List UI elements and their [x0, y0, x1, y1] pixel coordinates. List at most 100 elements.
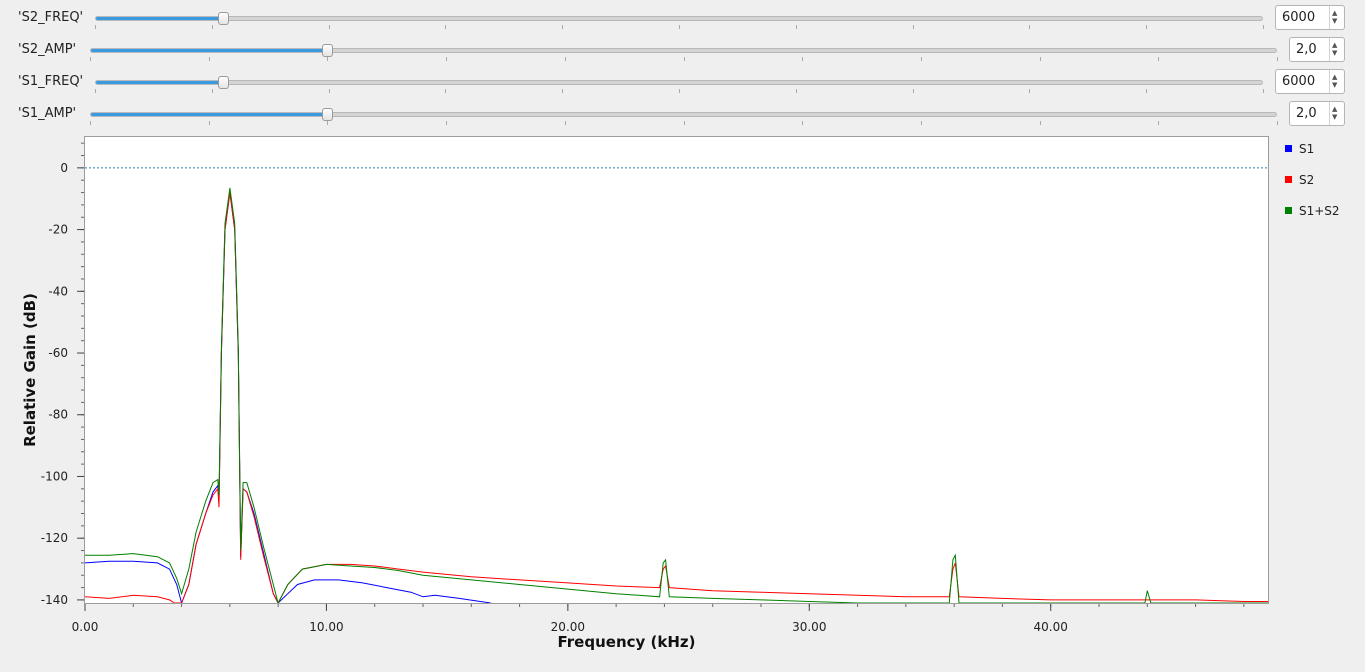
slider-handle[interactable] [218, 76, 230, 89]
slider-tick [1277, 57, 1278, 61]
slider-tick [679, 89, 680, 93]
slider-tick [446, 121, 447, 125]
legend-label: S2 [1299, 173, 1315, 187]
slider-fill [96, 17, 225, 20]
legend-label: S1+S2 [1299, 204, 1340, 218]
frequency-plot[interactable] [84, 136, 1269, 604]
spin-up-arrow-icon[interactable]: ▲ [1332, 41, 1338, 49]
slider-tick [684, 57, 685, 61]
spin-down-arrow-icon[interactable]: ▼ [1332, 113, 1338, 121]
slider-tick [90, 121, 91, 125]
legend-swatch [1285, 176, 1292, 183]
spin-value[interactable]: 2,0 [1296, 106, 1317, 121]
slider-tick [212, 25, 213, 29]
spin-up-arrow-icon[interactable]: ▲ [1332, 9, 1338, 17]
slider-tick [1158, 121, 1159, 125]
spin-buttons[interactable]: ▲ ▼ [1329, 70, 1344, 93]
y-tick-label: -80 [48, 408, 68, 422]
series-line-s1 [85, 192, 491, 603]
slider-track[interactable] [95, 12, 1263, 25]
slider-tick [329, 25, 330, 29]
x-axis-title: Frequency (kHz) [558, 633, 696, 651]
slider-tick [445, 89, 446, 93]
slider-row-s1-amp: 'S1_AMP' 2,0 ▲ ▼ [0, 99, 1365, 129]
legend-item-s2: S2 [1285, 172, 1365, 188]
slider-label: 'S1_AMP' [18, 106, 77, 121]
y-tick-label: 0 [60, 161, 68, 175]
spin-buttons[interactable]: ▲ ▼ [1329, 38, 1344, 61]
slider-tick [95, 25, 96, 29]
x-tick-label: 40.00 [1034, 620, 1068, 634]
slider-fill [96, 81, 225, 84]
slider-tick [796, 25, 797, 29]
slider-tick [327, 57, 328, 61]
spin-value[interactable]: 6000 [1282, 10, 1316, 25]
slider-label: 'S2_FREQ' [18, 10, 84, 25]
slider-tick [802, 57, 803, 61]
slider-tick [1158, 57, 1159, 61]
slider-tick [329, 89, 330, 93]
slider-handle[interactable] [218, 12, 230, 25]
y-tick-label: -20 [48, 223, 68, 237]
slider-row-s2-amp: 'S2_AMP' 2,0 ▲ ▼ [0, 35, 1365, 65]
slider-tick [565, 57, 566, 61]
spin-up-arrow-icon[interactable]: ▲ [1332, 73, 1338, 81]
x-tick-label: 30.00 [792, 620, 826, 634]
y-tick-label: -40 [48, 284, 68, 298]
slider-handle[interactable] [322, 108, 333, 121]
series-line-s1-plus-s2 [85, 187, 1268, 603]
slider-tick [1040, 57, 1041, 61]
slider-tick [913, 25, 914, 29]
spin-box[interactable]: 2,0 ▲ ▼ [1289, 37, 1345, 62]
slider-ticks [95, 25, 1264, 30]
x-tick-label: 10.00 [309, 620, 343, 634]
slider-tick [679, 25, 680, 29]
slider-ticks [90, 121, 1278, 126]
y-tick-label: -60 [48, 346, 68, 360]
spin-value[interactable]: 2,0 [1296, 42, 1317, 57]
spin-up-arrow-icon[interactable]: ▲ [1332, 105, 1338, 113]
slider-tick [212, 89, 213, 93]
slider-tick [445, 25, 446, 29]
slider-tick [1146, 25, 1147, 29]
slider-tick [913, 89, 914, 93]
slider-fill [91, 113, 328, 116]
spin-down-arrow-icon[interactable]: ▼ [1332, 17, 1338, 25]
slider-tick [921, 57, 922, 61]
slider-handle[interactable] [322, 44, 333, 57]
slider-track[interactable] [90, 108, 1277, 121]
slider-tick [209, 121, 210, 125]
series-line-s2 [85, 192, 1268, 603]
spin-box[interactable]: 2,0 ▲ ▼ [1289, 101, 1345, 126]
x-tick-label: 20.00 [551, 620, 585, 634]
spin-buttons[interactable]: ▲ ▼ [1329, 102, 1344, 125]
slider-track[interactable] [95, 76, 1263, 89]
spin-buttons[interactable]: ▲ ▼ [1329, 6, 1344, 29]
slider-tick [684, 121, 685, 125]
spin-box[interactable]: 6000 ▲ ▼ [1275, 69, 1345, 94]
legend-swatch [1285, 145, 1292, 152]
y-axis-title: Relative Gain (dB) [21, 293, 39, 447]
spin-down-arrow-icon[interactable]: ▼ [1332, 81, 1338, 89]
legend-label: S1 [1299, 142, 1315, 156]
spin-box[interactable]: 6000 ▲ ▼ [1275, 5, 1345, 30]
slider-row-s2-freq: 'S2_FREQ' 6000 ▲ ▼ [0, 3, 1365, 33]
slider-tick [1263, 25, 1264, 29]
y-tick-label: -100 [41, 469, 68, 483]
slider-tick [562, 89, 563, 93]
y-tick-label: -140 [41, 593, 68, 607]
slider-tick [209, 57, 210, 61]
y-tick-label: -120 [41, 531, 68, 545]
spin-value[interactable]: 6000 [1282, 74, 1316, 89]
legend-item-s1: S1 [1285, 141, 1365, 157]
slider-tick [565, 121, 566, 125]
slider-tick [1146, 89, 1147, 93]
slider-fill [91, 49, 328, 52]
spin-down-arrow-icon[interactable]: ▼ [1332, 49, 1338, 57]
slider-tick [1277, 121, 1278, 125]
slider-tick [802, 121, 803, 125]
slider-label: 'S2_AMP' [18, 42, 77, 57]
slider-label: 'S1_FREQ' [18, 74, 84, 89]
slider-track[interactable] [90, 44, 1277, 57]
